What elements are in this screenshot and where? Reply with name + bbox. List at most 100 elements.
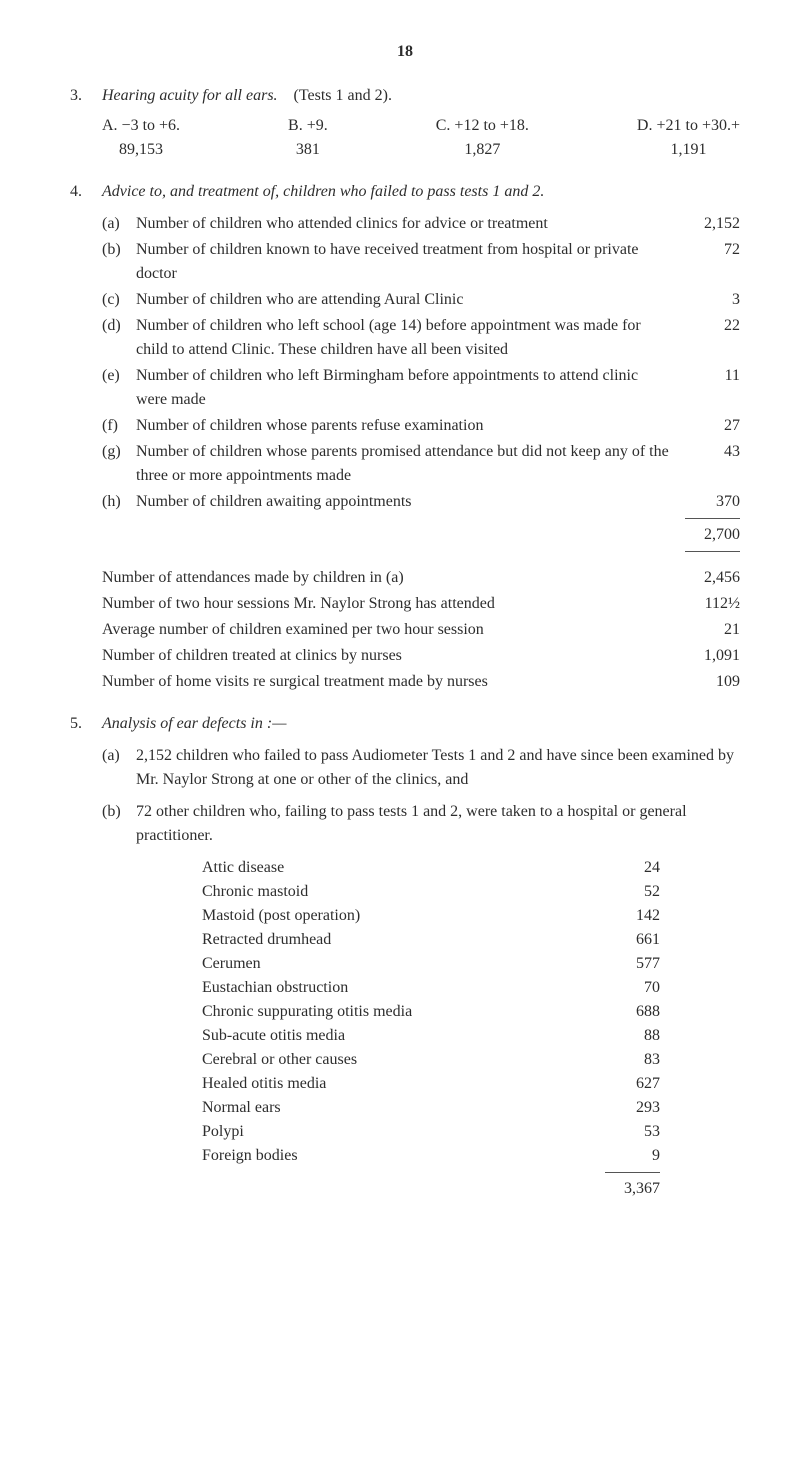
- sec5-total: 3,367: [600, 1177, 740, 1201]
- sec3-grid: A. −3 to +6. 89,153 B. +9. 381 C. +12 to…: [102, 114, 740, 162]
- col-a-line1: A. −3 to +6.: [102, 114, 180, 138]
- rule: [685, 518, 740, 519]
- sec4-item: (d)Number of children who left school (a…: [102, 314, 740, 362]
- sec4-item: (f)Number of children whose parents refu…: [102, 414, 740, 438]
- list-label: Normal ears: [102, 1096, 600, 1120]
- list-value: 142: [600, 904, 740, 928]
- sec4-items: (a)Number of children who attended clini…: [102, 212, 740, 514]
- sec4-total-row: 2,700: [102, 523, 740, 547]
- item-label: (h): [102, 490, 136, 514]
- list-label: Polypi: [102, 1120, 600, 1144]
- page-number: 18: [70, 40, 740, 64]
- after-value: 21: [680, 618, 740, 642]
- sec4-after-row: Number of home visits re surgical treatm…: [102, 670, 740, 694]
- after-value: 1,091: [680, 644, 740, 668]
- blank: [102, 523, 136, 547]
- after-text: Number of two hour sessions Mr. Naylor S…: [102, 592, 680, 616]
- item-label: (d): [102, 314, 136, 362]
- blank: [136, 523, 680, 547]
- sec4-item: (e)Number of children who left Birmingha…: [102, 364, 740, 412]
- col-d-line2: 1,191: [637, 138, 740, 162]
- col-b: B. +9. 381: [288, 114, 328, 162]
- sec4-title: Advice to, and treatment of, children wh…: [102, 180, 740, 204]
- item-value: 3: [680, 288, 740, 312]
- after-value: 112½: [680, 592, 740, 616]
- sec5-list: Attic disease24Chronic mastoid52Mastoid …: [102, 856, 740, 1168]
- item-text: Number of children who attended clinics …: [136, 212, 680, 236]
- after-text: Average number of children examined per …: [102, 618, 680, 642]
- sec4-after-row: Number of attendances made by children i…: [102, 566, 740, 590]
- section-4: 4. Advice to, and treatment of, children…: [70, 180, 740, 694]
- sec5-b: (b) 72 other children who, failing to pa…: [102, 800, 740, 848]
- item-text: Number of children whose parents refuse …: [136, 414, 680, 438]
- sec4-after-row: Average number of children examined per …: [102, 618, 740, 642]
- sec5-list-row: Healed otitis media627: [102, 1072, 740, 1096]
- col-c: C. +12 to +18. 1,827: [436, 114, 529, 162]
- section-3: 3. Hearing acuity for all ears. (Tests 1…: [70, 84, 740, 162]
- item-label: (g): [102, 440, 136, 488]
- sec3-title-plain: (Tests 1 and 2).: [294, 87, 392, 104]
- sec5-num: 5.: [70, 712, 98, 736]
- list-value: 627: [600, 1072, 740, 1096]
- sec4-after-row: Number of two hour sessions Mr. Naylor S…: [102, 592, 740, 616]
- sec5-list-row: Eustachian obstruction70: [102, 976, 740, 1000]
- after-value: 109: [680, 670, 740, 694]
- col-b-line1: B. +9.: [288, 114, 328, 138]
- list-label: Sub-acute otitis media: [102, 1024, 600, 1048]
- list-label: Foreign bodies: [102, 1144, 600, 1168]
- sec5-list-row: Cerebral or other causes83: [102, 1048, 740, 1072]
- col-a-line2: 89,153: [102, 138, 180, 162]
- list-label: Healed otitis media: [102, 1072, 600, 1096]
- sec4-item: (b)Number of children known to have rece…: [102, 238, 740, 286]
- after-text: Number of children treated at clinics by…: [102, 644, 680, 668]
- col-d: D. +21 to +30.+ 1,191: [637, 114, 740, 162]
- sec4-item: (g)Number of children whose parents prom…: [102, 440, 740, 488]
- section-5: 5. Analysis of ear defects in :— (a) 2,1…: [70, 712, 740, 1201]
- list-value: 88: [600, 1024, 740, 1048]
- list-value: 9: [600, 1144, 740, 1168]
- list-label: Cerebral or other causes: [102, 1048, 600, 1072]
- col-c-line1: C. +12 to +18.: [436, 114, 529, 138]
- sec5-a-text: 2,152 children who failed to pass Audiom…: [136, 744, 740, 792]
- sec4-item: (c)Number of children who are attending …: [102, 288, 740, 312]
- after-text: Number of attendances made by children i…: [102, 566, 680, 590]
- list-value: 293: [600, 1096, 740, 1120]
- item-value: 2,152: [680, 212, 740, 236]
- item-label: (f): [102, 414, 136, 438]
- col-b-line2: 381: [288, 138, 328, 162]
- item-text: Number of children whose parents promise…: [136, 440, 680, 488]
- rule: [685, 551, 740, 552]
- sec5-list-row: Retracted drumhead661: [102, 928, 740, 952]
- sec5-b-text: 72 other children who, failing to pass t…: [136, 800, 740, 848]
- item-text: Number of children known to have receive…: [136, 238, 680, 286]
- sec5-list-row: Foreign bodies9: [102, 1144, 740, 1168]
- item-label: (c): [102, 288, 136, 312]
- blank: [102, 1177, 600, 1201]
- list-value: 83: [600, 1048, 740, 1072]
- item-value: 11: [680, 364, 740, 412]
- item-label: (b): [102, 238, 136, 286]
- sec3-num: 3.: [70, 84, 98, 108]
- list-label: Chronic mastoid: [102, 880, 600, 904]
- list-label: Attic disease: [102, 856, 600, 880]
- sec5-a-label: (a): [102, 744, 136, 792]
- list-value: 577: [600, 952, 740, 976]
- sec5-list-row: Cerumen577: [102, 952, 740, 976]
- item-label: (e): [102, 364, 136, 412]
- sec5-title: Analysis of ear defects in :—: [102, 712, 740, 736]
- sec5-list-row: Mastoid (post operation)142: [102, 904, 740, 928]
- sec5-list-row: Sub-acute otitis media88: [102, 1024, 740, 1048]
- list-value: 688: [600, 1000, 740, 1024]
- item-label: (a): [102, 212, 136, 236]
- sec5-total-row: 3,367: [102, 1177, 740, 1201]
- sec5-list-row: Chronic suppurating otitis media688: [102, 1000, 740, 1024]
- item-text: Number of children who left school (age …: [136, 314, 680, 362]
- item-value: 72: [680, 238, 740, 286]
- rule: [605, 1172, 660, 1173]
- item-value: 27: [680, 414, 740, 438]
- list-label: Retracted drumhead: [102, 928, 600, 952]
- list-label: Cerumen: [102, 952, 600, 976]
- sec4-item: (h)Number of children awaiting appointme…: [102, 490, 740, 514]
- col-c-line2: 1,827: [436, 138, 529, 162]
- list-value: 70: [600, 976, 740, 1000]
